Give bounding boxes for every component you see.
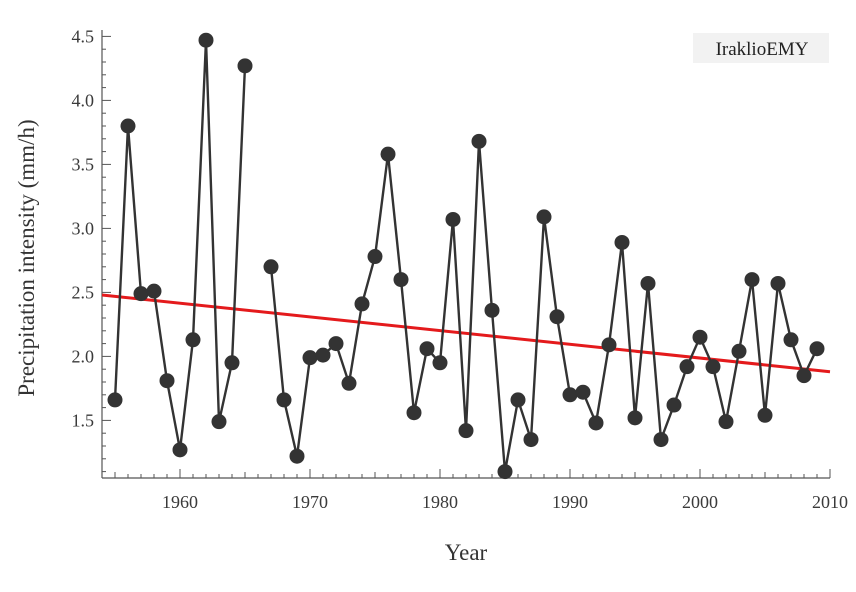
data-point (107, 392, 123, 408)
data-point (744, 272, 760, 288)
data-point (289, 448, 305, 464)
x-tick-label: 2010 (812, 492, 848, 512)
data-point (354, 296, 370, 312)
x-tick-label: 1980 (422, 492, 458, 512)
data-point (159, 373, 175, 389)
legend-box (693, 33, 829, 63)
data-point (315, 347, 331, 363)
x-tick-label: 1990 (552, 492, 588, 512)
series-line (269, 140, 819, 473)
data-point (731, 343, 747, 359)
data-point (614, 234, 630, 250)
data-point (562, 387, 578, 403)
y-tick-label: 3.5 (72, 154, 95, 174)
data-point (679, 359, 695, 375)
data-point (367, 249, 383, 265)
data-point (172, 442, 188, 458)
data-point (133, 286, 149, 302)
x-tick-label: 1970 (292, 492, 328, 512)
x-tick-label: 2000 (682, 492, 718, 512)
points-layer (107, 32, 825, 480)
data-point (718, 414, 734, 430)
data-point (484, 302, 500, 318)
data-point (380, 146, 396, 162)
data-point (393, 272, 409, 288)
x-axis-title: Year (445, 540, 488, 565)
x-tick-label: 1960 (162, 492, 198, 512)
data-point (341, 375, 357, 391)
data-point (458, 423, 474, 439)
data-point (783, 332, 799, 348)
data-point (523, 432, 539, 448)
tick-labels: 1960 1970 1980 1990 2000 2010 1.5 2.0 2.5 3.0 3.5 4… (72, 26, 849, 512)
data-point (120, 118, 136, 134)
data-point (666, 397, 682, 413)
data-point (445, 211, 461, 227)
data-point (601, 337, 617, 353)
y-tick-label: 3.0 (72, 218, 95, 238)
data-point (757, 407, 773, 423)
data-point (536, 209, 552, 225)
data-point (185, 332, 201, 348)
data-point (328, 336, 344, 352)
data-point (705, 359, 721, 375)
data-point (211, 414, 227, 430)
data-point (419, 341, 435, 357)
y-tick-label: 2.0 (72, 346, 95, 366)
data-point (471, 133, 487, 149)
data-point (588, 415, 604, 431)
data-point (237, 58, 253, 74)
data-point (263, 259, 279, 275)
trend-line (101, 293, 831, 374)
y-tick-label: 4.0 (72, 90, 95, 110)
y-tick-label: 4.5 (72, 26, 95, 46)
data-point (549, 309, 565, 325)
y-axis-title: Precipitation intensity (mm/h) (14, 119, 39, 396)
data-point (146, 283, 162, 299)
y-tick-label: 1.5 (72, 410, 95, 430)
axes (101, 30, 831, 479)
series-line (113, 39, 247, 451)
y-tick-label: 2.5 (72, 282, 95, 302)
data-point (432, 355, 448, 371)
legend: IraklioEMY (693, 33, 829, 63)
legend-label: IraklioEMY (716, 39, 809, 60)
data-point (198, 32, 214, 48)
data-point (653, 432, 669, 448)
data-point (770, 275, 786, 291)
data-point (692, 329, 708, 345)
data-point (497, 464, 513, 480)
data-point (640, 275, 656, 291)
data-point (627, 410, 643, 426)
data-point (224, 355, 240, 371)
data-point (575, 384, 591, 400)
data-point (276, 392, 292, 408)
data-point (510, 392, 526, 408)
data-point (302, 350, 318, 366)
data-point (406, 405, 422, 421)
trend-layer (101, 293, 831, 374)
data-point (796, 368, 812, 384)
data-point (809, 341, 825, 357)
series-layer (113, 39, 819, 473)
